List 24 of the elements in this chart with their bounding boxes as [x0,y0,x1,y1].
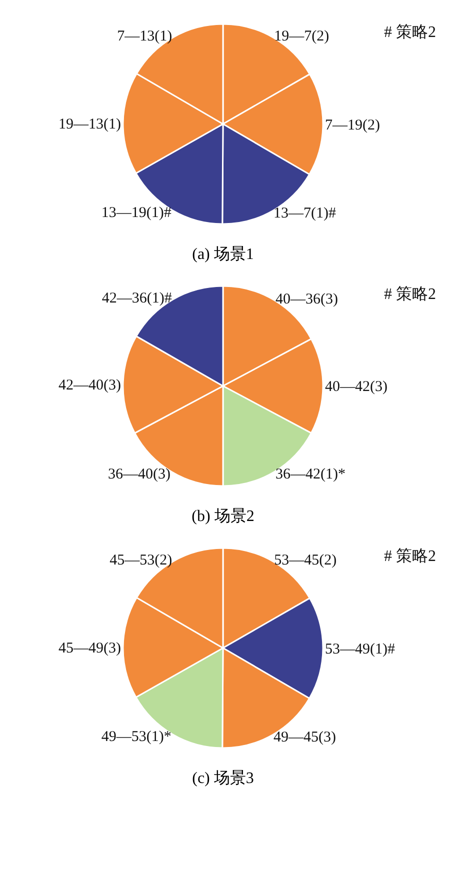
slice-label: 45—49(3) [58,640,121,656]
text: # 策略2 [384,285,436,303]
slice-label: 7—19(2) [325,117,380,134]
text: (b) 场景2 [192,508,254,525]
slice-label: 13—7(1)# [274,206,337,222]
slice-label: 53—45(2) [274,552,337,569]
text: (c) 场景3 [192,770,254,787]
text: (a) 场景1 [192,246,254,263]
slice-label: 42—40(3) [58,377,122,394]
slice-label: 36—42(1)* [275,466,346,482]
slice-label: 53—49(1)# [325,641,396,658]
slice-label: 45—53(2) [110,552,172,569]
slice-label: 40—42(3) [325,379,388,395]
slice-label: 19—7(2) [274,28,330,45]
text: # 策略2 [384,23,436,41]
slice-label: 19—13(1) [58,116,121,132]
slice-label: 42—36(1)# [102,290,172,307]
slice-label: 40—36(3) [275,292,338,308]
slice-label: 7—13(1) [117,28,172,45]
slice-label: 49—53(1)* [101,728,172,745]
slice-label: 36—40(3) [108,466,171,482]
slice-label: 13—19(1)# [101,204,172,221]
text: # 策略2 [384,547,436,565]
slice-label: 49—45(3) [274,730,336,746]
